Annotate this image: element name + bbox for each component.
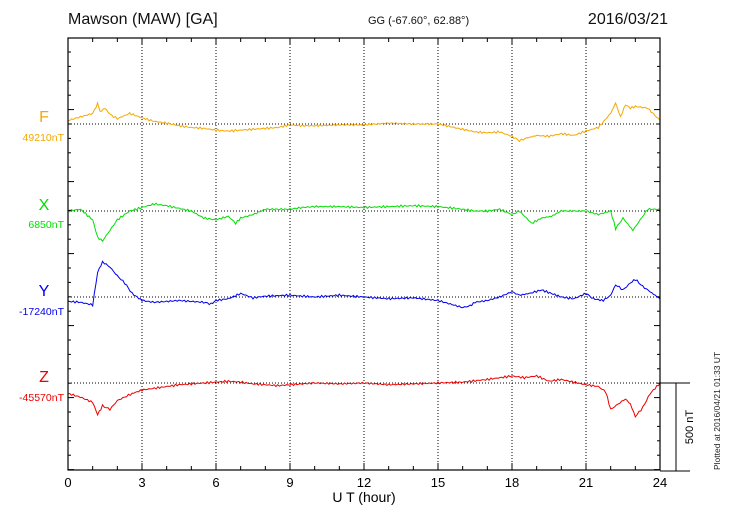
series-name-y: Y: [39, 283, 50, 300]
series-name-x: X: [39, 197, 50, 214]
series-line-y: [67, 260, 661, 309]
series-labels: F 49210nT X 6850nT Y -17240nT Z -45570nT: [19, 109, 65, 404]
x-tick-label: 6: [212, 475, 219, 490]
baseline-value-x: 6850nT: [28, 219, 64, 231]
scale-bar: 500 nT: [660, 382, 696, 472]
series-line-x: [67, 202, 661, 243]
series-name-z: Z: [39, 369, 49, 386]
axis-ticks: 0 3 6 9 12 15 18 21 24: [64, 38, 667, 490]
grid: [141, 38, 587, 470]
baseline-value-f: 49210nT: [23, 132, 65, 144]
x-tick-label: 15: [431, 475, 445, 490]
x-tick-label: 12: [357, 475, 371, 490]
x-tick-label: 0: [64, 475, 71, 490]
station-title: Mawson (MAW) [GA]: [68, 11, 218, 28]
x-tick-label: 3: [138, 475, 145, 490]
x-tick-label: 9: [286, 475, 293, 490]
baseline-value-z: -45570nT: [19, 392, 65, 404]
x-tick-label: 24: [653, 475, 667, 490]
series-line-f: [67, 101, 661, 143]
plot-date: 2016/03/21: [587, 11, 668, 28]
scale-bar-label: 500 nT: [684, 410, 696, 445]
series-lines: [67, 101, 661, 418]
baseline-value-y: -17240nT: [19, 306, 65, 318]
x-tick-label: 18: [505, 475, 519, 490]
series-name-f: F: [39, 109, 49, 126]
series-line-z: [68, 374, 661, 418]
x-axis-label: U T (hour): [332, 489, 395, 505]
geographic-coordinates: GG (-67.60°, 62.88°): [368, 15, 470, 27]
x-tick-label: 21: [579, 475, 593, 490]
